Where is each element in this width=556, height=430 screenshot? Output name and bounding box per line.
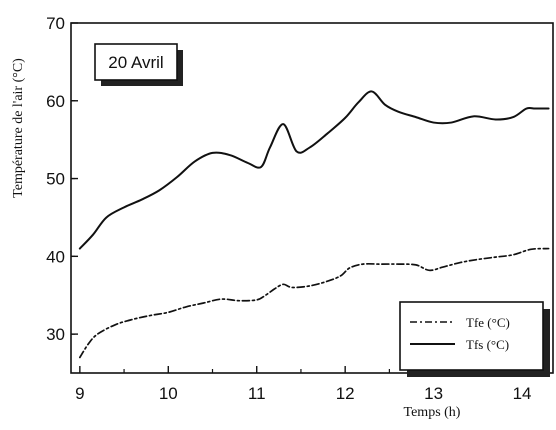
x-tick-label: 12 — [336, 384, 355, 403]
y-tick-label: 30 — [46, 325, 65, 344]
legend-label-tfe: Tfe (°C) — [466, 315, 510, 330]
y-tick-label: 50 — [46, 170, 65, 189]
annotation-box — [94, 43, 178, 81]
legend: Tfe (°C) Tfs (°C) — [399, 301, 550, 377]
series-line-tfs — [78, 90, 550, 250]
tick-labels: 9 10 11 12 13 14 30 40 50 60 70 — [46, 14, 531, 403]
legend-label-tfs: Tfs (°C) — [466, 337, 509, 352]
legend-box — [399, 301, 544, 371]
annotation-label: 20 Avril — [108, 53, 163, 72]
plot-frame — [70, 22, 554, 374]
x-tick-label: 10 — [159, 384, 178, 403]
x-tick-label: 13 — [424, 384, 443, 403]
x-axis-title: Temps (h) — [404, 405, 461, 420]
x-tick-label: 11 — [248, 384, 266, 403]
y-tick-label: 60 — [46, 92, 65, 111]
date-annotation: 20 Avril — [94, 43, 183, 86]
series-line-tfe — [78, 247, 550, 359]
y-tick-label: 40 — [46, 247, 65, 266]
y-tick-label: 70 — [46, 14, 65, 33]
plot-lines — [78, 90, 550, 359]
y-axis-title: Température de l'air (°C) — [11, 58, 26, 198]
x-tick-label: 9 — [75, 384, 84, 403]
x-tick-label: 14 — [513, 384, 532, 403]
